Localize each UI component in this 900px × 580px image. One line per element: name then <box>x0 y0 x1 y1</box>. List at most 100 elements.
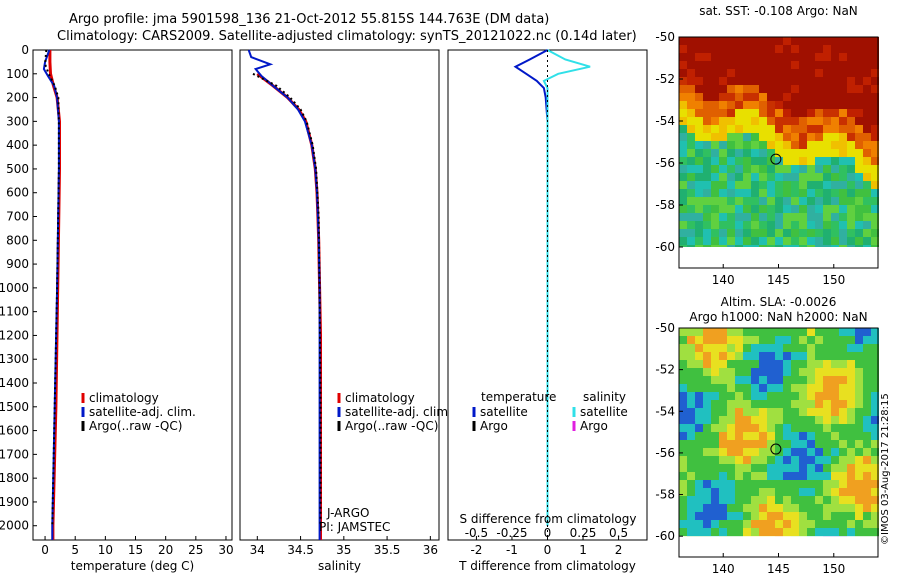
map-cell <box>695 133 703 141</box>
map-cell <box>679 93 687 101</box>
map-cell <box>727 520 735 528</box>
map-cell <box>823 472 831 480</box>
x-tick-label: 34.5 <box>287 543 314 557</box>
map-cell <box>759 392 767 400</box>
s-tick-label: -0.5 <box>465 526 488 540</box>
map-cell <box>743 77 751 85</box>
map-cell <box>687 157 695 165</box>
map-cell <box>743 520 751 528</box>
map-cell <box>791 368 799 376</box>
s-tick-label: 0.5 <box>609 526 628 540</box>
map-cell <box>807 133 815 141</box>
map-cell <box>783 245 791 247</box>
map-cell <box>863 344 871 352</box>
map-cell <box>711 53 719 61</box>
map-cell <box>775 496 783 504</box>
map-cell <box>855 472 863 480</box>
map-cell <box>743 109 751 117</box>
map-cell <box>799 157 807 165</box>
map-cell <box>807 456 815 464</box>
map-cell <box>703 221 711 229</box>
map-cell <box>783 133 791 141</box>
map-cell <box>799 520 807 528</box>
map-cell <box>839 400 847 408</box>
map-x-tick-label: 145 <box>767 273 790 287</box>
map-cell <box>695 125 703 133</box>
map-cell <box>823 109 831 117</box>
map-cell <box>775 61 783 69</box>
map-cell <box>767 173 775 181</box>
map-cell <box>711 424 719 432</box>
map-cell <box>847 149 855 157</box>
map-cell <box>703 45 711 53</box>
map-cell <box>791 229 799 237</box>
map-cell <box>775 85 783 93</box>
map-cell <box>791 157 799 165</box>
map-y-tick-label: -56 <box>655 156 675 170</box>
map-cell <box>855 53 863 61</box>
map-cell <box>751 117 759 125</box>
y-tick-label: 800 <box>6 233 29 247</box>
map-cell <box>679 109 687 117</box>
map-cell <box>807 189 815 197</box>
map-cell <box>815 424 823 432</box>
map-cell <box>839 221 847 229</box>
map-cell <box>735 101 743 109</box>
map-cell <box>839 61 847 69</box>
map-cell <box>839 173 847 181</box>
map-cell <box>687 205 695 213</box>
map-cell <box>687 141 695 149</box>
map-cell <box>711 416 719 424</box>
map-cell <box>815 117 823 125</box>
map-cell <box>839 189 847 197</box>
map-cell <box>687 69 695 77</box>
map-x-tick-label: 145 <box>767 562 790 576</box>
s-axis-label: S difference from climatology <box>460 512 637 526</box>
map-cell <box>815 133 823 141</box>
map-cell <box>759 440 767 448</box>
series-line-satellite-adj-clim- <box>42 49 60 540</box>
map-cell <box>847 512 855 520</box>
map-cell <box>871 141 879 149</box>
map-cell <box>727 141 735 149</box>
map-cell <box>727 448 735 456</box>
map-cell <box>807 245 815 247</box>
map-cell <box>863 392 871 400</box>
y-tick-label: 0 <box>21 43 29 57</box>
map-cell <box>815 53 823 61</box>
map-cell <box>743 85 751 93</box>
map-cell <box>727 456 735 464</box>
map-cell <box>815 480 823 488</box>
map-cell <box>679 149 687 157</box>
map-cell <box>839 53 847 61</box>
map-cell <box>783 504 791 512</box>
map-cell <box>719 496 727 504</box>
map-cell <box>799 408 807 416</box>
map-cell <box>775 368 783 376</box>
map-cell <box>855 528 863 536</box>
map-cell <box>711 213 719 221</box>
map-cell <box>695 416 703 424</box>
map-cell <box>679 368 687 376</box>
annotation-float: J-ARGO <box>326 506 369 520</box>
map-cell <box>839 464 847 472</box>
map-cell <box>847 480 855 488</box>
map-cell <box>823 125 831 133</box>
map-cell <box>695 496 703 504</box>
map-cell <box>727 117 735 125</box>
map-cell <box>871 408 879 416</box>
map-cell <box>823 448 831 456</box>
y-tick-label: 400 <box>6 138 29 152</box>
map-cell <box>759 368 767 376</box>
map-cell <box>839 376 847 384</box>
map-cell <box>831 101 839 109</box>
map-cell <box>695 181 703 189</box>
map-cell <box>839 229 847 237</box>
map-cell <box>703 141 711 149</box>
plot-frame <box>32 49 233 541</box>
map-cell <box>719 93 727 101</box>
map-cell <box>839 448 847 456</box>
map-cell <box>799 488 807 496</box>
map-cell <box>719 173 727 181</box>
map-cell <box>703 165 711 173</box>
